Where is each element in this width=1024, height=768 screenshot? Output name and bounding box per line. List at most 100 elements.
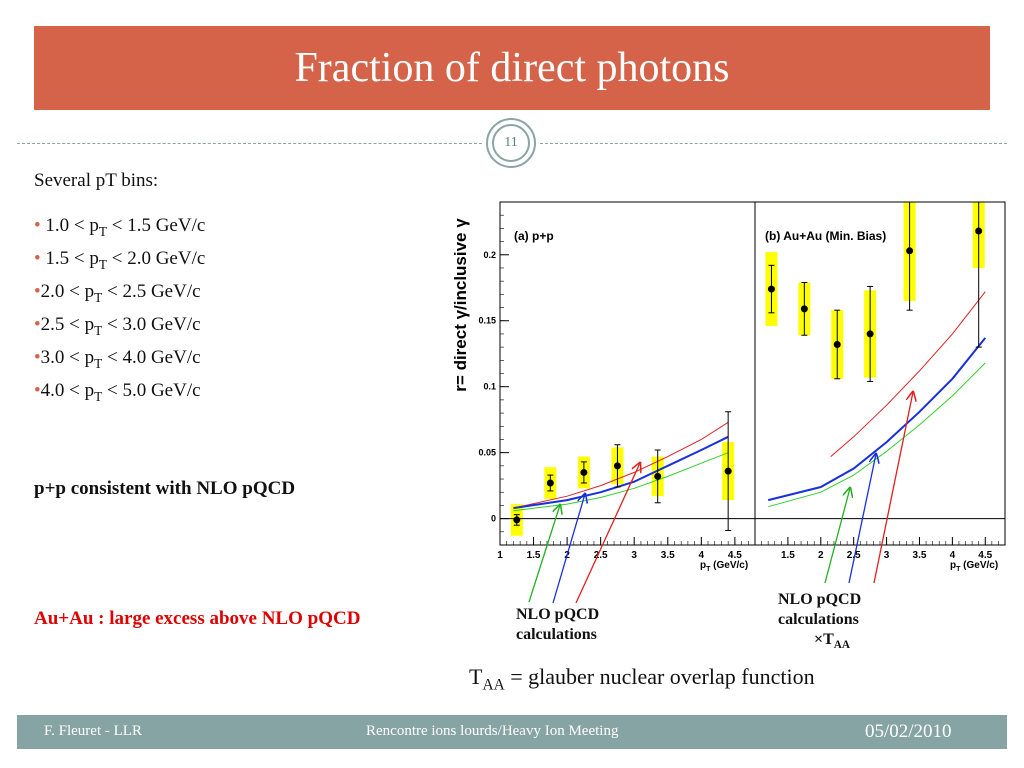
auau-statement: Au+Au : large excess above NLO pQCD: [34, 608, 361, 629]
x-tick-label: 4: [699, 550, 705, 561]
pp-statement: p+p consistent with NLO pQCD: [34, 478, 296, 499]
annotation-pp-line2: calculations: [516, 626, 597, 643]
footer-meeting: Rencontre ions lourds/Heavy Ion Meeting: [366, 723, 619, 739]
x-tick-label: 4.5: [978, 550, 992, 561]
x-axis-label: pT (GeV/c): [700, 560, 748, 573]
x-tick-label: 2: [818, 550, 824, 561]
taa-symbol: T: [469, 664, 483, 689]
taa-text: = glauber nuclear overlap function: [504, 664, 815, 689]
bin-text-sub: T: [98, 223, 107, 239]
footer-bar: F. Fleuret - LLR Rencontre ions lourds/H…: [17, 715, 1007, 749]
bin-text-pre: 1.5 < p: [45, 248, 99, 269]
bin-text-post: < 2.0 GeV/c: [107, 248, 206, 269]
footer-author: F. Fleuret - LLR: [44, 723, 142, 739]
bin-item: • 1.5 < pT < 2.0 GeV/c: [34, 248, 205, 273]
annotation-arrow: [552, 494, 585, 604]
annotation-arrow: [824, 488, 850, 584]
panel-auau: [765, 201, 987, 508]
x-tick-label: 2.5: [594, 550, 608, 561]
x-tick-label: 2.5: [847, 550, 861, 561]
x-axis-label-sub: T: [706, 566, 711, 573]
bullet-dot: •: [34, 248, 46, 269]
x-axis-label-p: p: [950, 560, 956, 571]
x-tick-label: 4.5: [728, 550, 742, 561]
annotation-auau-taa: ×T: [814, 631, 834, 648]
slide-number-badge: 11: [486, 118, 536, 168]
bin-text-sub: T: [98, 256, 107, 272]
annotation-pp-line1: NLO pQCD: [516, 606, 600, 623]
taa-definition: TAA = glauber nuclear overlap function: [469, 664, 815, 694]
bullet-dot: •: [34, 347, 41, 368]
bullet-dot: •: [34, 314, 41, 335]
annotation-pp: NLO pQCD calculations: [516, 605, 599, 645]
annotation-arrow: [528, 505, 560, 603]
annotation-arrow: [873, 392, 913, 584]
footer-date: 05/02/2010: [865, 721, 952, 742]
bin-text-post: < 2.5 GeV/c: [102, 281, 201, 302]
chart-background: [449, 190, 1009, 580]
bullet-dot: •: [34, 215, 46, 236]
bin-text-post: < 1.5 GeV/c: [107, 215, 206, 236]
data-point: [613, 462, 621, 470]
bin-text-sub: T: [94, 322, 103, 338]
bin-item: •2.0 < pT < 2.5 GeV/c: [34, 281, 201, 306]
y-tick-label: 0.1: [483, 382, 496, 392]
nlo-pqcd-curve: [768, 362, 986, 508]
annotation-arrow: [575, 463, 640, 604]
data-point: [800, 305, 808, 313]
title-bar: Fraction of direct photons: [34, 26, 990, 110]
annotation-auau-line3: ×TAA: [778, 630, 861, 655]
bin-text-post: < 5.0 GeV/c: [102, 380, 201, 401]
y-tick-label: 0.15: [478, 316, 496, 326]
bin-text-pre: 3.0 < p: [40, 347, 95, 368]
bin-item: •2.5 < pT < 3.0 GeV/c: [34, 314, 201, 339]
data-point: [906, 247, 914, 255]
x-tick-label: 4: [950, 550, 956, 561]
data-point: [975, 227, 983, 235]
divider-left: [17, 143, 482, 144]
bin-text-post: < 3.0 GeV/c: [102, 314, 201, 335]
panel-title: (a) p+p: [514, 229, 554, 243]
panel-pp: [510, 411, 735, 536]
slide-number: 11: [492, 124, 530, 162]
annotation-arrow: [848, 454, 876, 584]
bin-text-sub: T: [94, 289, 103, 305]
data-point: [580, 468, 588, 476]
data-point: [866, 330, 874, 338]
bullet-dot: •: [34, 380, 41, 401]
x-axis-label-sub: T: [956, 566, 961, 573]
y-axis-label: r= direct γ/inclusive γ: [451, 218, 470, 392]
data-point: [724, 467, 732, 475]
bin-item: •4.0 < pT < 5.0 GeV/c: [34, 380, 201, 405]
bin-item: •3.0 < pT < 4.0 GeV/c: [34, 347, 201, 372]
bullet-dot: •: [34, 281, 41, 302]
y-tick-label: 0.2: [483, 250, 496, 260]
data-point: [546, 479, 554, 487]
nlo-pqcd-curve: [513, 452, 729, 512]
bin-text-pre: 2.5 < p: [40, 314, 95, 335]
taa-subscript: AA: [482, 676, 505, 694]
bin-text-sub: T: [94, 388, 103, 404]
x-tick-label: 3.5: [913, 550, 927, 561]
axis-pp: 11.522.533.544.500.050.10.150.2(a) p+ppT…: [478, 201, 756, 573]
bin-text-sub: T: [94, 355, 103, 371]
data-point: [654, 472, 662, 480]
data-point: [513, 516, 521, 524]
data-point: [833, 340, 841, 348]
x-axis-label: pT (GeV/c): [950, 560, 998, 573]
x-tick-label: 3: [884, 550, 890, 561]
panel-title: (b) Au+Au (Min. Bias): [765, 229, 886, 243]
x-axis-label-unit: (GeV/c): [710, 560, 748, 571]
annotation-auau-line2: calculations: [778, 611, 859, 628]
annotation-auau-line1: NLO pQCD: [778, 591, 862, 608]
data-point: [767, 285, 775, 293]
x-tick-label: 3: [631, 550, 637, 561]
bin-text-pre: 4.0 < p: [40, 380, 95, 401]
nlo-pqcd-curve: [513, 435, 729, 510]
nlo-pqcd-curve: [830, 291, 986, 457]
nlo-pqcd-curve: [767, 337, 987, 502]
x-tick-label: 1.5: [527, 550, 541, 561]
bin-item: • 1.0 < pT < 1.5 GeV/c: [34, 215, 205, 240]
axis-auau: 1.5 2 2.5 3 3.5 4 4.5 (b) Au+Au (Min. Bias) pT (…: [754, 201, 1006, 573]
